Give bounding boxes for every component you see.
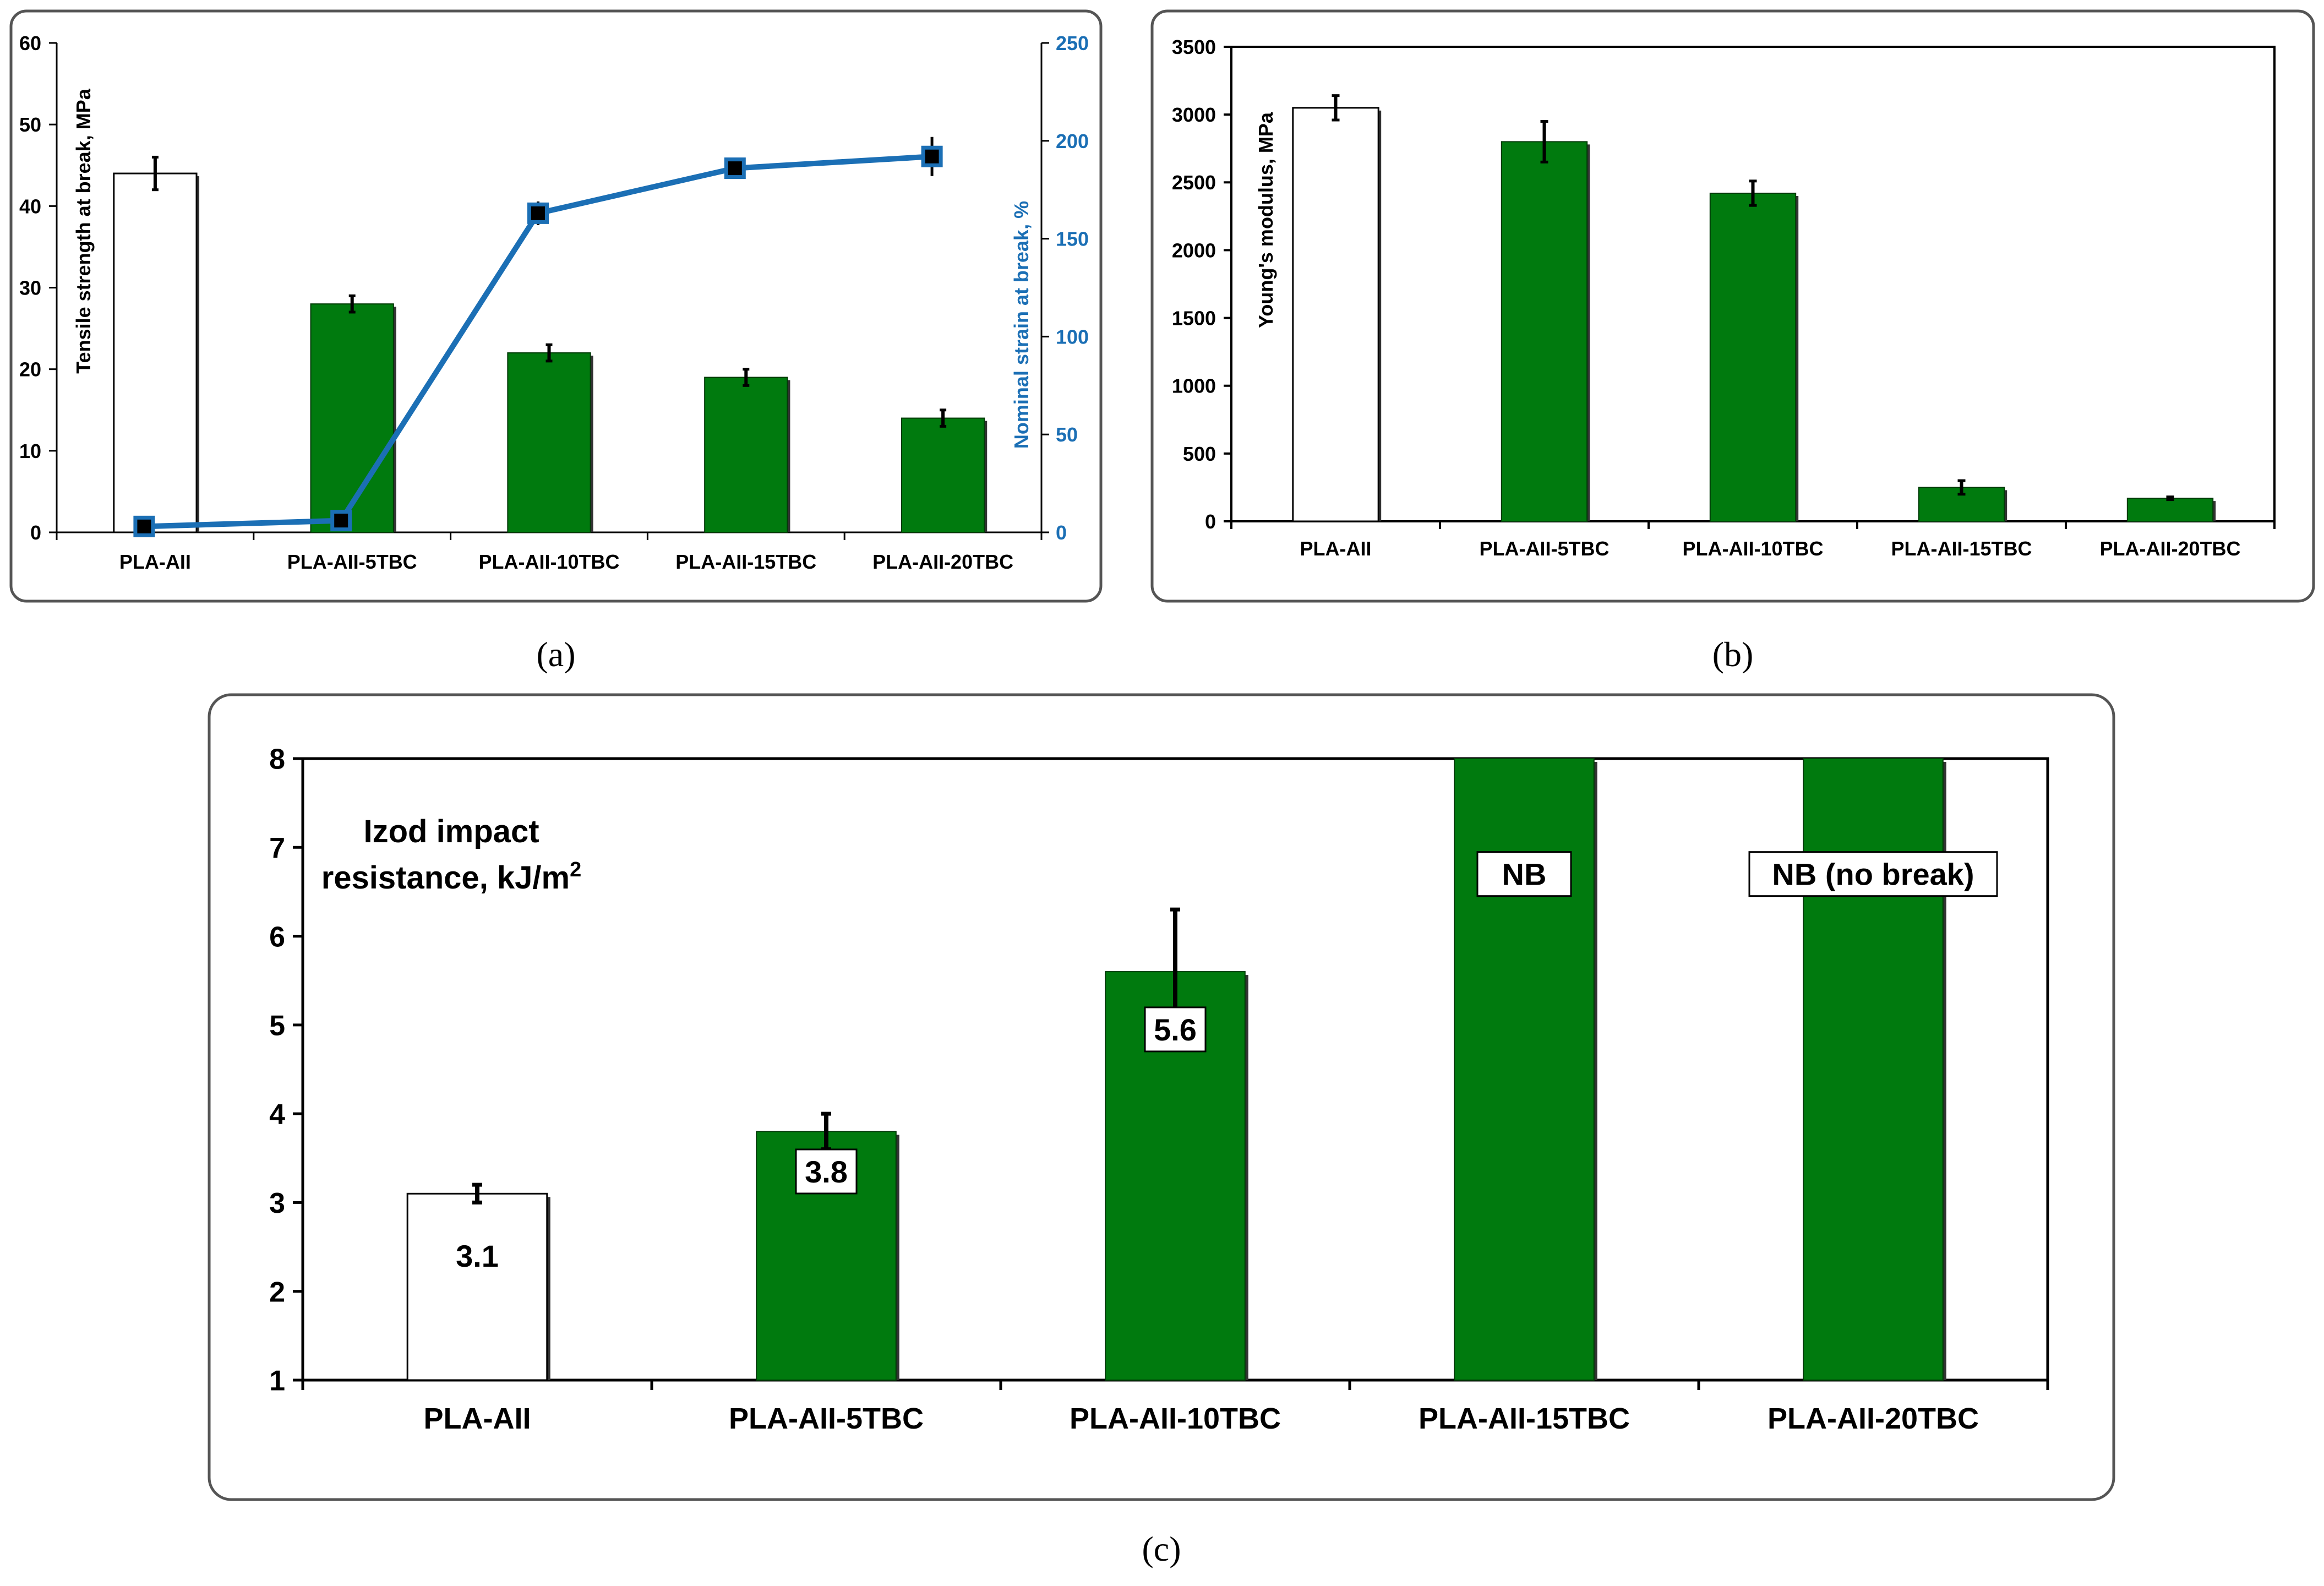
bar-PLA-AII-15TBC — [704, 377, 788, 533]
y-tick-label: 1 — [269, 1365, 285, 1397]
panel-a-label: (a) — [536, 635, 575, 674]
bar-PLA-AII — [1292, 107, 1379, 522]
y-tick-label: 10 — [19, 440, 41, 462]
y-tick-label: 60 — [19, 32, 41, 54]
chart-b: 0 500 1000 1500 2000 2500 3000 3500 PLA-AII PLA-A… — [1172, 36, 2276, 560]
y-tick-label: 3500 — [1172, 36, 1216, 58]
y-tick-label: 2000 — [1172, 239, 1216, 261]
bar-PLA-AII-20TBC — [901, 417, 985, 533]
y-tick-label: 0 — [30, 521, 41, 544]
y2-tick-label: 100 — [1056, 325, 1089, 348]
data-label: 5.6 — [1154, 1012, 1197, 1047]
y-tick-label: 2500 — [1172, 171, 1216, 194]
y2-tick-label: 200 — [1056, 130, 1089, 152]
x-tick-label: PLA-AII-15TBC — [1891, 537, 2032, 560]
y-axis-label: Young's modulus, MPa — [1254, 112, 1277, 328]
y-axis-label-line2: resistance, kJ/m2 — [321, 858, 582, 896]
data-label-box — [1476, 851, 1572, 897]
panel-b-label: (b) — [1712, 635, 1754, 674]
strain-point — [921, 145, 943, 167]
y2-tick-label: 150 — [1056, 228, 1089, 250]
data-label-box — [795, 1148, 858, 1195]
bar-PLA-AII-5TBC — [1501, 141, 1588, 522]
y2-tick-label: 0 — [1056, 521, 1067, 544]
y-tick-label: 500 — [1183, 443, 1216, 465]
data-label-box — [1748, 851, 1998, 897]
y-tick-label: 8 — [269, 744, 285, 776]
y-tick-label: 5 — [269, 1010, 285, 1042]
x-tick-label: PLA-AII-20TBC — [1767, 1402, 1979, 1435]
x-tick-label: PLA-AII-20TBC — [872, 551, 1013, 573]
y2-tick-label: 50 — [1056, 423, 1078, 446]
y-tick-label: 7 — [269, 832, 285, 864]
strain-point — [724, 157, 746, 179]
y-axis-label: Tensile strength at break, MPa — [72, 88, 95, 373]
y-tick-label: 3 — [269, 1187, 285, 1219]
x-tick-label: PLA-AII — [1300, 537, 1372, 560]
y-tick-label: 2 — [269, 1276, 285, 1308]
y-tick-label: 4 — [269, 1099, 285, 1131]
y-axis-label-line1: Izod impact — [363, 814, 539, 849]
x-tick-label: PLA-AII-10TBC — [1682, 537, 1823, 560]
x-tick-label: PLA-AII-5TBC — [729, 1402, 924, 1435]
y-tick-label: 1500 — [1172, 307, 1216, 330]
x-tick-label: PLA-AII-10TBC — [478, 551, 619, 573]
y-tick-label: 3000 — [1172, 103, 1216, 126]
y-axis-label-sup: 2 — [570, 858, 581, 881]
bar-PLA-AII-10TBC — [507, 352, 591, 533]
panel-a-frame — [9, 9, 1103, 603]
y-tick-label: 1000 — [1172, 375, 1216, 397]
y-tick-label: 0 — [1205, 510, 1216, 533]
y2-axis-label: Nominal strain at break, % — [1010, 201, 1033, 449]
x-tick-label: PLA-AII — [424, 1402, 531, 1435]
y-tick-label: 30 — [19, 276, 41, 299]
y-tick-label: 40 — [19, 195, 41, 217]
chart-a: 0 10 20 30 40 50 60 PLA-AII PLA-AII-5TBC PLA-AII-… — [19, 32, 1089, 573]
x-tick-label: PLA-AII — [119, 551, 191, 573]
strain-point — [527, 202, 549, 224]
data-label: NB — [1502, 857, 1547, 892]
bar-PLA-AII — [113, 172, 198, 533]
x-tick-label: PLA-AII-15TBC — [675, 551, 816, 573]
y-axis-label-main: resistance, kJ/m — [321, 860, 570, 896]
x-tick-label: PLA-AII-5TBC — [287, 551, 417, 573]
x-tick-label: PLA-AII-20TBC — [2099, 537, 2240, 560]
bar-PLA-AII — [406, 1192, 548, 1381]
data-label: 3.8 — [805, 1154, 848, 1189]
y-tick-label: 6 — [269, 921, 285, 953]
y-tick-label: 50 — [19, 113, 41, 136]
data-label: 3.1 — [456, 1239, 499, 1273]
bar-PLA-AII-5TBC — [310, 303, 394, 533]
y2-tick-label: 250 — [1056, 32, 1089, 54]
strain-point — [133, 515, 155, 537]
data-label: NB (no break) — [1772, 857, 1974, 892]
x-tick-label: PLA-AII-5TBC — [1480, 537, 1610, 560]
chart-c: 1 2 3 4 5 6 7 8 PLA-AII PLA-AII-5TBC PLA-AII-10TBC… — [269, 744, 2049, 1435]
bar-PLA-AII-10TBC — [1709, 192, 1797, 522]
bar-PLA-AII-20TBC — [2126, 498, 2214, 522]
x-tick-label: PLA-AII-10TBC — [1070, 1402, 1281, 1435]
strain-point — [330, 510, 352, 532]
data-label-box — [1144, 1006, 1207, 1053]
panel-c-label: (c) — [1142, 1529, 1181, 1568]
y-tick-label: 20 — [19, 358, 41, 381]
x-tick-label: PLA-AII-15TBC — [1419, 1402, 1630, 1435]
